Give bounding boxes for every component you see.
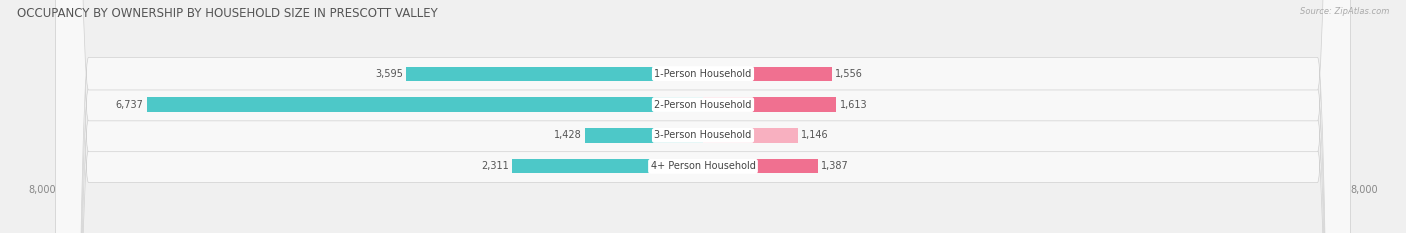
Bar [703, 128, 797, 143]
Text: 1,146: 1,146 [801, 130, 828, 140]
Text: 1,613: 1,613 [839, 99, 868, 110]
FancyBboxPatch shape [55, 0, 1351, 233]
Bar [703, 159, 817, 174]
Text: 6,737: 6,737 [115, 99, 143, 110]
Bar [703, 66, 831, 81]
Bar [585, 128, 703, 143]
FancyBboxPatch shape [55, 0, 1351, 233]
Text: 2-Person Household: 2-Person Household [654, 99, 752, 110]
Bar [703, 97, 837, 112]
Text: 1-Person Household: 1-Person Household [654, 69, 752, 79]
FancyBboxPatch shape [55, 0, 1351, 233]
Text: 4+ Person Household: 4+ Person Household [651, 161, 755, 171]
Text: 3-Person Household: 3-Person Household [654, 130, 752, 140]
Text: 1,428: 1,428 [554, 130, 582, 140]
Bar [406, 66, 703, 81]
Text: 1,556: 1,556 [835, 69, 863, 79]
Bar [512, 159, 703, 174]
Text: 2,311: 2,311 [481, 161, 509, 171]
Bar [146, 97, 703, 112]
Text: 1,387: 1,387 [821, 161, 849, 171]
Text: 3,595: 3,595 [375, 69, 402, 79]
Text: Source: ZipAtlas.com: Source: ZipAtlas.com [1299, 7, 1389, 16]
Text: OCCUPANCY BY OWNERSHIP BY HOUSEHOLD SIZE IN PRESCOTT VALLEY: OCCUPANCY BY OWNERSHIP BY HOUSEHOLD SIZE… [17, 7, 437, 20]
FancyBboxPatch shape [55, 0, 1351, 233]
